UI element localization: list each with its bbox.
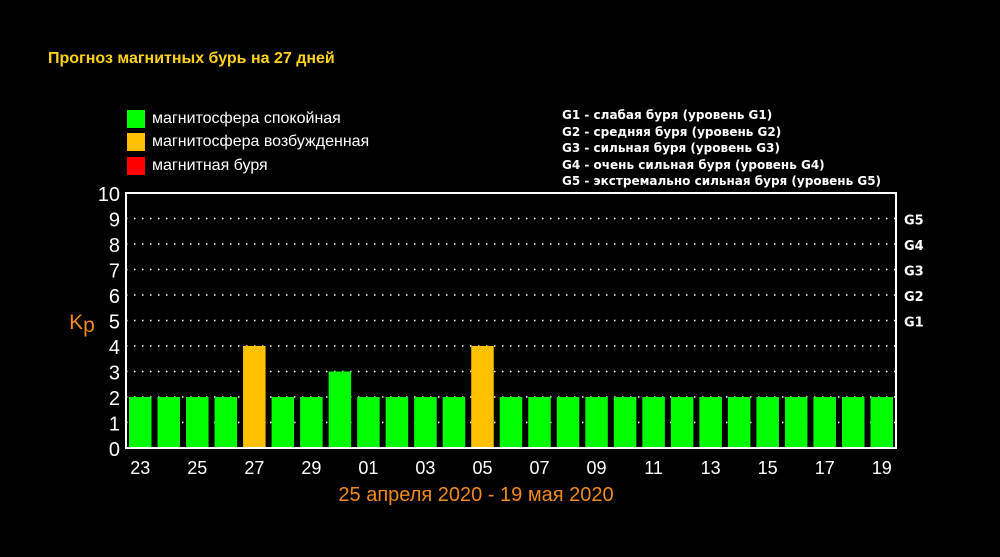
bar-30 <box>328 371 352 448</box>
legend-item-active: магнитосфера возбужденная <box>127 131 369 153</box>
x-tick-label: 03 <box>415 458 435 478</box>
bar-10 <box>613 397 637 448</box>
y-tick-label: 3 <box>109 363 120 385</box>
x-tick-label: 17 <box>815 458 835 478</box>
x-tick-label: 09 <box>587 458 607 478</box>
y-tick-label: 5 <box>109 312 120 334</box>
bar-08 <box>556 397 580 448</box>
bar-16 <box>784 397 808 448</box>
bar-12 <box>670 397 694 448</box>
bar-17 <box>813 397 836 448</box>
bars-layer <box>129 346 893 448</box>
legend-item-storm: магнитная буря <box>127 155 268 177</box>
right-tick-label-g2: G2 <box>904 290 924 305</box>
bar-02 <box>385 397 409 448</box>
bar-01 <box>357 397 380 448</box>
bar-06 <box>499 397 523 448</box>
right-tick-label-g1: G1 <box>904 316 924 331</box>
legend-swatch-quiet <box>127 110 145 128</box>
legend-label-active: магнитосфера возбужденная <box>152 133 370 150</box>
bar-28 <box>271 397 295 448</box>
x-tick-label: 23 <box>130 458 150 478</box>
y-tick-label: 7 <box>109 261 120 283</box>
right-tick-label-g5: G5 <box>904 214 924 229</box>
y-tick-label: 8 <box>109 235 120 257</box>
legend-label-storm: магнитная буря <box>152 157 268 174</box>
storm-level-g5: G5 - экстремально сильная буря (уровень … <box>562 174 882 188</box>
x-tick-label: 27 <box>244 458 264 478</box>
x-tick-label: 07 <box>530 458 550 478</box>
bar-09 <box>585 397 608 448</box>
bar-23 <box>129 397 152 448</box>
x-tick-label: 15 <box>758 458 778 478</box>
plot-frame <box>125 192 897 449</box>
bar-24 <box>157 397 181 448</box>
grid-layer <box>126 217 896 424</box>
bar-27 <box>243 346 266 448</box>
legend-swatch-active <box>127 133 145 151</box>
bar-03 <box>414 397 437 448</box>
x-tick-label: 05 <box>472 458 492 478</box>
bar-11 <box>642 397 665 448</box>
x-tick-label: 25 <box>187 458 207 478</box>
storm-level-legend: G1 - слабая буря (уровень G1) G2 - средн… <box>562 107 881 190</box>
bar-15 <box>756 397 779 448</box>
storm-level-g1: G1 - слабая буря (уровень G1) <box>562 108 773 122</box>
bar-25 <box>186 397 209 448</box>
date-range-text: 25 апреля 2020 - 19 мая 2020 <box>338 484 614 506</box>
y-axis-label: Kp <box>69 311 95 337</box>
chart-title: Прогноз магнитных бурь на 27 дней <box>48 50 335 67</box>
storm-level-g2: G2 - средняя буря (уровень G2) <box>562 124 782 139</box>
x-tick-label: 13 <box>701 458 721 478</box>
x-tick-label: 11 <box>644 458 663 478</box>
bar-18 <box>841 397 865 448</box>
y-tick-label: 9 <box>109 210 120 232</box>
axes-layer <box>125 192 897 449</box>
date-range: 25 апреля 2020 - 19 мая 2020 <box>0 484 1000 507</box>
legend-item-quiet: магнитосфера спокойная <box>127 108 341 130</box>
y-tick-label: 4 <box>109 337 120 359</box>
x-tick-label: 01 <box>358 458 378 478</box>
bar-29 <box>300 397 323 448</box>
bar-05 <box>471 346 494 448</box>
legend-swatch-storm <box>127 157 145 175</box>
x-tick-label: 19 <box>872 458 892 478</box>
storm-level-g3: G3 - сильная буря (уровень G3) <box>562 141 780 155</box>
y-tick-label: 0 <box>109 439 120 461</box>
right-tick-label-g3: G3 <box>904 265 924 280</box>
legend-label-quiet: магнитосфера спокойная <box>152 110 341 127</box>
bar-04 <box>442 397 466 448</box>
storm-level-g4: G4 - очень сильная буря (уровень G4) <box>562 157 825 172</box>
bar-13 <box>699 397 722 448</box>
bar-14 <box>727 397 751 448</box>
y-tick-label: 10 <box>98 184 120 206</box>
bar-19 <box>870 397 893 448</box>
right-tick-label-g4: G4 <box>904 239 924 254</box>
y-tick-label: 6 <box>109 286 120 308</box>
y-tick-label: 1 <box>109 414 120 436</box>
x-tick-label: 29 <box>301 458 321 478</box>
y-tick-label: 2 <box>109 388 120 410</box>
bar-07 <box>528 397 551 448</box>
bar-26 <box>214 397 238 448</box>
